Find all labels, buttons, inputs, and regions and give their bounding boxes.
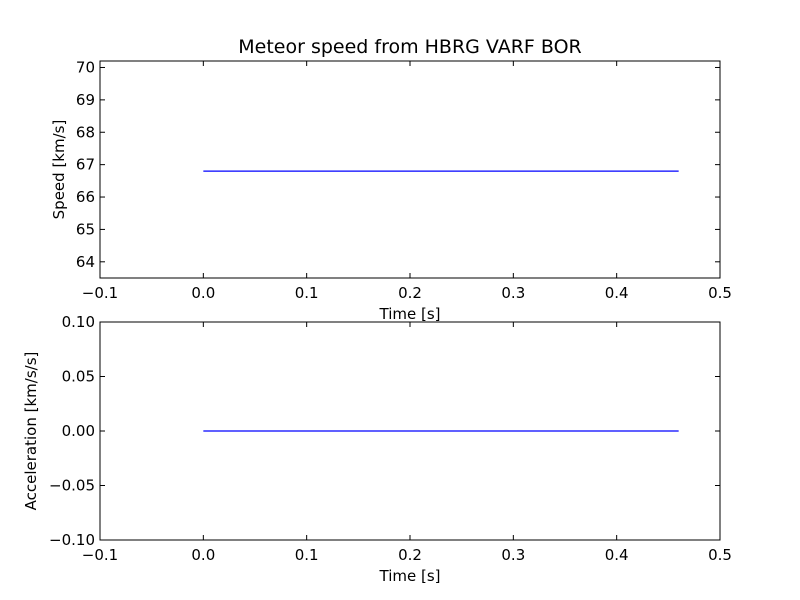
y-tick-label: 64	[76, 253, 95, 271]
x-tick-label: 0.3	[501, 546, 525, 564]
y-tick-label: 0.10	[62, 313, 95, 331]
axes-frame	[99, 60, 721, 279]
subplot-1: −0.1 0.0 0.1 0.2 0.3 0.4 0.5 64 65 66 67 68 69 70 Time…	[50, 58, 732, 323]
y-tick-label: 69	[76, 91, 95, 109]
y-tick-label: 68	[76, 123, 95, 141]
x-tick-label: 0.1	[295, 284, 319, 302]
x-tick-label: 0.0	[191, 284, 215, 302]
subplot-2: −0.1 0.0 0.1 0.2 0.3 0.4 0.5 −0.10 −0.05 0.00 0.05…	[22, 313, 732, 585]
x-axis-label: Time [s]	[379, 305, 441, 323]
x-tick-label: −0.1	[82, 284, 118, 302]
x-tick-label: 0.5	[708, 546, 732, 564]
y-tick-label: 66	[76, 188, 95, 206]
x-tick-label: 0.2	[398, 546, 422, 564]
x-tick-label: 0.4	[605, 546, 629, 564]
y-tick-label: 70	[76, 58, 95, 76]
y-tick-label: −0.05	[49, 477, 95, 495]
y-axis-label: Acceleration [km/s/s]	[22, 352, 40, 511]
chart-title: Meteor speed from HBRG VARF BOR	[238, 36, 581, 58]
x-axis-label: Time [s]	[379, 567, 441, 585]
x-tick-label: 0.1	[295, 546, 319, 564]
y-tick-label: 0.00	[62, 422, 95, 440]
x-tick-label: −0.1	[82, 546, 118, 564]
y-tick-label: 67	[76, 156, 95, 174]
x-tick-label: 0.0	[191, 546, 215, 564]
axes-frame	[99, 321, 721, 541]
x-tick-label: 0.4	[605, 284, 629, 302]
y-tick-label: −0.10	[49, 531, 95, 549]
x-tick-label: 0.3	[501, 284, 525, 302]
x-tick-label: 0.5	[708, 284, 732, 302]
y-tick-label: 65	[76, 220, 95, 238]
y-tick-label: 0.05	[62, 368, 95, 386]
y-axis-label: Speed [km/s]	[50, 120, 68, 220]
x-tick-label: 0.2	[398, 284, 422, 302]
plots-container: −0.1 0.0 0.1 0.2 0.3 0.4 0.5 64 65 66 67 68 69 70 Time…	[22, 58, 732, 585]
